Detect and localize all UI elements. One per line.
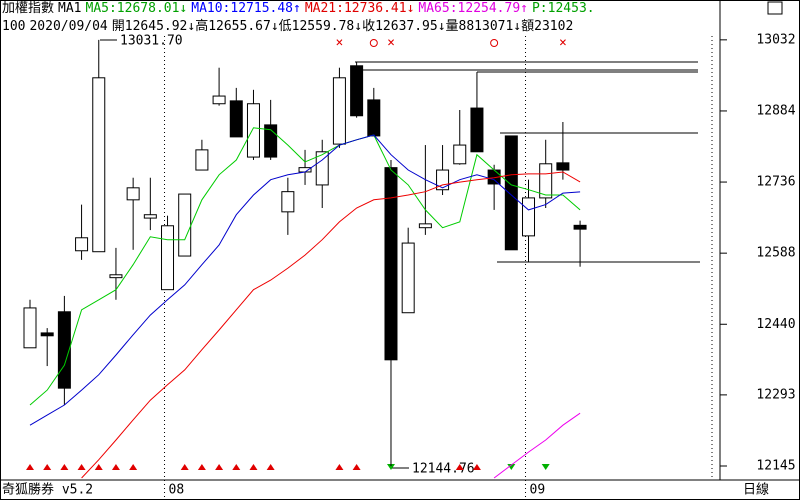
candle-body: [384, 167, 398, 361]
candle-body: [367, 99, 381, 137]
ma-line: [81, 171, 581, 479]
buy-signal: [197, 464, 206, 470]
buy-signal: [77, 464, 86, 470]
header-item: MA1: [58, 1, 82, 16]
candle-body: [40, 332, 54, 337]
buy-signal: [249, 464, 258, 470]
buy-signal: [232, 464, 241, 470]
buy-signal: [94, 464, 103, 470]
sell-signal: [541, 464, 550, 470]
window-button[interactable]: [767, 1, 783, 15]
high-annotation: 13031.70: [120, 34, 183, 49]
candle-body: [75, 237, 89, 252]
candle-body: [401, 242, 415, 314]
candle-body: [23, 307, 37, 349]
buy-signal: [60, 464, 69, 470]
candle-body: [281, 191, 295, 213]
header-item: 2020/09/04: [29, 19, 108, 34]
header-item: 加權指數: [2, 1, 55, 16]
candle-body: [229, 100, 243, 138]
candle-body: [573, 224, 587, 230]
y-tick-label: 12588: [756, 246, 795, 261]
candle-body: [143, 214, 157, 219]
y-tick-label: 13032: [756, 32, 795, 47]
header-item: MA5:12678.01↓: [85, 1, 188, 16]
candle-body: [418, 223, 432, 229]
sell-signal: [386, 464, 395, 470]
candle-body: [92, 77, 106, 253]
candle-body: [470, 107, 484, 153]
candle-body: [212, 95, 226, 105]
candle-body: [350, 65, 364, 117]
candle-body: [539, 163, 553, 199]
candle-body: [126, 187, 140, 201]
header-row: 100 2020/09/04 開12645.92↓高12655.67↓低12559.…: [2, 18, 718, 36]
y-tick-label: 12145: [756, 458, 795, 473]
sell-signal: [507, 464, 516, 470]
candle-body: [298, 167, 312, 173]
buy-signal: [43, 464, 52, 470]
header-item: 100: [2, 19, 26, 34]
candle-body: [195, 149, 209, 171]
buy-signal: [215, 464, 224, 470]
header-row: 加權指數 MA1 MA5:12678.01↓ MA10:12715.48↑ MA21:1…: [2, 0, 718, 18]
candle-body: [332, 77, 346, 145]
buy-signal: [472, 464, 481, 470]
cross-marker: ×: [559, 36, 567, 51]
y-tick-label: 12736: [756, 175, 795, 190]
period: 日線: [743, 482, 769, 498]
buy-signal: [180, 464, 189, 470]
candle-body: [453, 144, 467, 165]
cross-marker: ×: [387, 36, 395, 51]
ma-line: [29, 127, 581, 406]
candle-body: [57, 311, 71, 389]
buy-signal: [26, 464, 34, 470]
brand: 奇狐勝券 v5.2: [2, 482, 93, 498]
x-tick-label: 09: [530, 483, 546, 498]
buy-signal: [111, 464, 120, 470]
y-tick-label: 12440: [756, 317, 795, 332]
candle-body: [109, 274, 123, 279]
buy-signal: [352, 464, 361, 470]
header-item: P:12453.: [531, 1, 595, 16]
cross-marker: ×: [336, 36, 344, 51]
buy-signal: [266, 464, 275, 470]
candle-body: [178, 193, 192, 257]
header-item: MA65:12254.79↑: [418, 1, 528, 16]
candle-body: [556, 162, 570, 171]
buy-signal: [129, 464, 138, 470]
low-annotation: 12144.76: [412, 462, 475, 477]
circle-marker: [490, 39, 499, 47]
header-item: 開12645.92↓高12655.67↓低12559.78↓收12637.95↓…: [111, 19, 574, 34]
candle-body: [504, 135, 518, 251]
candle-body: [522, 197, 536, 237]
candle-body: [246, 103, 260, 158]
header-item: MA21:12736.41↓: [304, 1, 415, 16]
candle-body: [161, 225, 175, 291]
ma-line: [493, 412, 581, 479]
candle-body: [315, 151, 329, 186]
buy-signal: [455, 464, 464, 470]
y-tick-label: 12884: [756, 103, 795, 118]
y-tick-label: 12293: [756, 387, 795, 402]
x-tick-label: 08: [169, 483, 185, 498]
circle-marker: [369, 39, 378, 47]
header-item: MA10:12715.48↑: [191, 1, 301, 16]
buy-signal: [335, 464, 344, 470]
